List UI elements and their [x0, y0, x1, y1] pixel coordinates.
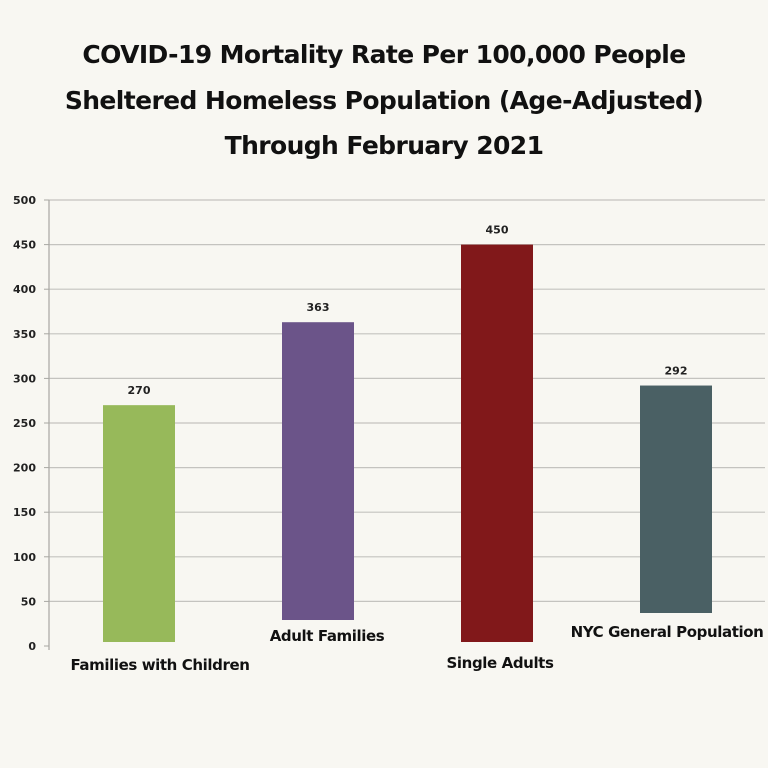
y-tick-label: 500	[13, 194, 36, 207]
data-label: 292	[665, 365, 688, 378]
data-label: 270	[128, 384, 151, 397]
y-tick-label: 100	[13, 551, 36, 564]
y-tick-label: 0	[28, 640, 36, 653]
category-label: Adult Families	[270, 627, 385, 645]
category-label: Families with Children	[70, 656, 249, 674]
category-label: NYC General Population	[571, 623, 764, 641]
y-tick-label: 250	[13, 417, 36, 430]
y-tick-label: 400	[13, 283, 36, 296]
bar	[282, 322, 354, 620]
bar	[461, 244, 533, 642]
chart-title-line-1: COVID-19 Mortality Rate Per 100,000 Peop…	[82, 40, 686, 69]
chart-title-line-2: Sheltered Homeless Population (Age-Adjus…	[64, 86, 704, 115]
y-tick-label: 350	[13, 328, 36, 341]
y-tick-label: 450	[13, 239, 36, 252]
chart-title-line-3: Through February 2021	[224, 131, 544, 160]
bar	[103, 405, 175, 642]
data-label: 363	[307, 301, 330, 314]
y-tick-label: 50	[21, 595, 37, 608]
y-tick-label: 150	[13, 506, 36, 519]
bar	[640, 385, 712, 613]
category-label: Single Adults	[447, 654, 554, 672]
data-label: 450	[486, 224, 509, 237]
y-tick-label: 200	[13, 462, 36, 475]
y-tick-label: 300	[13, 372, 36, 385]
